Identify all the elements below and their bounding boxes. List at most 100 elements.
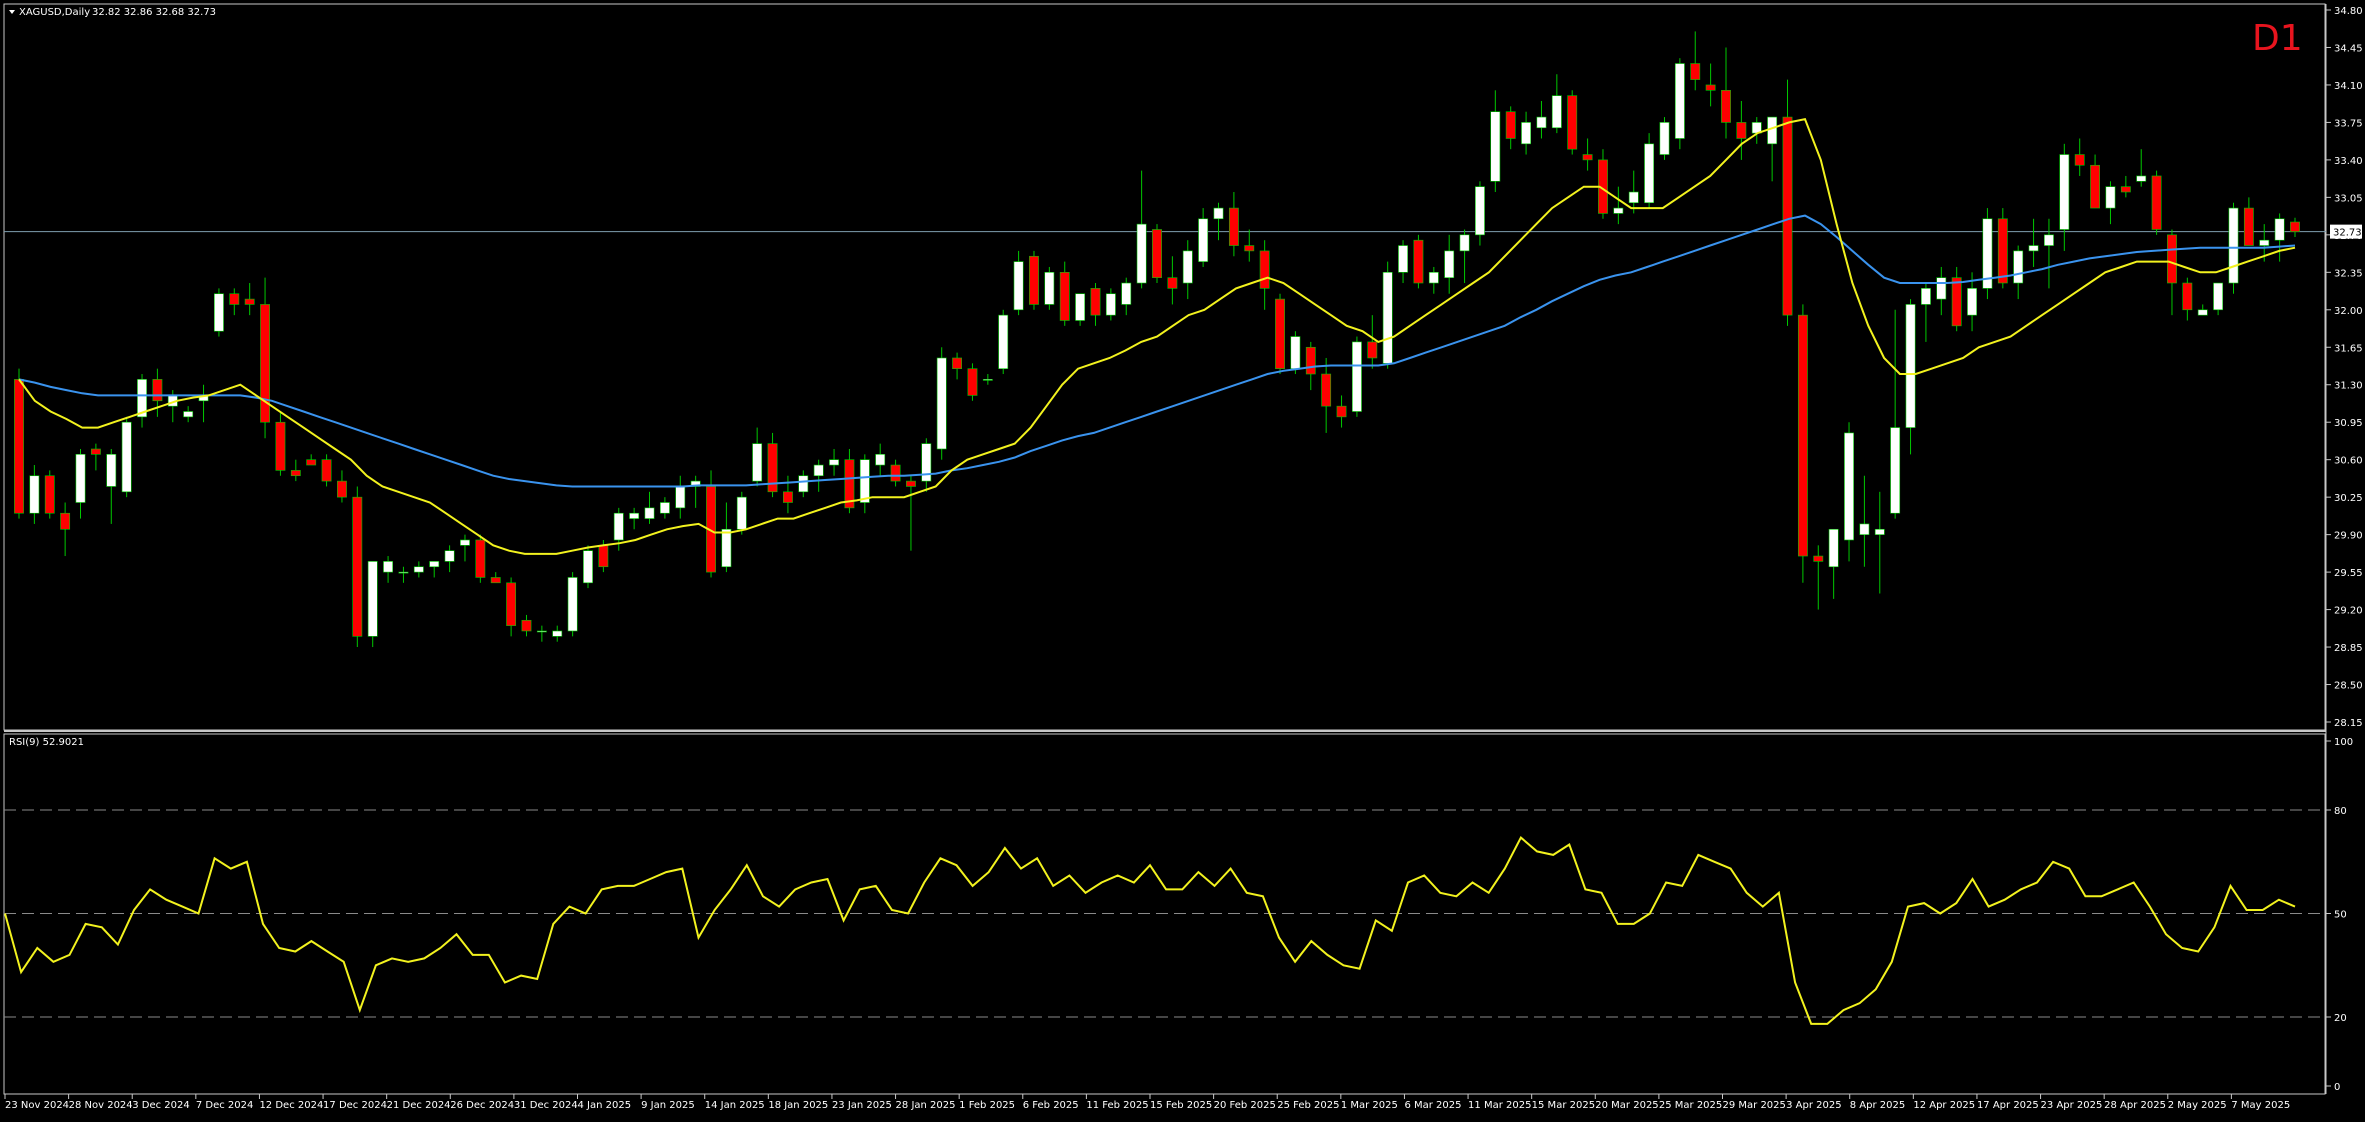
candle-bull — [2136, 175, 2147, 182]
date-tick-label: 23 Apr 2025 — [2041, 1100, 2103, 1111]
date-tick-label: 9 Jan 2025 — [641, 1100, 695, 1111]
date-tick-label: 11 Mar 2025 — [1468, 1100, 1531, 1111]
candle-bull — [1890, 427, 1901, 514]
candle-bull — [1844, 432, 1854, 541]
candle-bear — [90, 448, 101, 455]
candle-bull — [2213, 282, 2224, 311]
date-tick-label: 28 Apr 2025 — [2104, 1100, 2166, 1111]
candle-bull — [137, 379, 147, 418]
candle-bull — [1490, 111, 1501, 182]
candle-bull — [1767, 116, 1778, 145]
date-tick-label: 14 Jan 2025 — [705, 1100, 765, 1111]
candle-bull — [383, 561, 393, 573]
candle-bull — [1674, 63, 1685, 139]
date-tick-label: 15 Mar 2025 — [1532, 1100, 1595, 1111]
candle-bear — [475, 539, 486, 578]
candle-bear — [260, 304, 270, 423]
candle-bull — [398, 571, 409, 574]
candle-bear — [506, 582, 517, 626]
candle-bull — [1936, 277, 1947, 300]
rsi-tick-label: 0 — [2334, 1082, 2340, 1093]
candle-bear — [2182, 282, 2193, 311]
candle-bull — [813, 464, 824, 477]
candle-bear — [1413, 239, 1424, 284]
candle-bull — [367, 561, 378, 637]
candle-bear — [2290, 221, 2300, 232]
candle-bull — [1213, 207, 1224, 220]
candle-bull — [829, 459, 839, 466]
date-tick-label: 28 Nov 2024 — [69, 1100, 133, 1111]
candle-bull — [1982, 218, 1993, 289]
symbol-menu-icon[interactable] — [9, 10, 15, 14]
candle-bear — [767, 443, 778, 493]
candle-bear — [1813, 555, 1824, 562]
candle-bear — [1797, 314, 1808, 557]
date-tick-label: 17 Apr 2025 — [1977, 1100, 2039, 1111]
candle-bull — [1105, 293, 1116, 316]
candle-bull — [1628, 191, 1639, 204]
candle-bear — [1582, 154, 1593, 161]
candle-bull — [675, 486, 686, 509]
date-tick-label: 28 Jan 2025 — [896, 1100, 956, 1111]
date-tick-label: 2 May 2025 — [2168, 1100, 2227, 1111]
candle-bull — [2105, 186, 2116, 209]
price-tick-label: 28.50 — [2334, 681, 2363, 692]
candle-bear — [44, 475, 55, 514]
candle-bull — [1075, 293, 1086, 321]
price-tick-label: 31.30 — [2334, 381, 2363, 392]
candle-bear — [352, 496, 363, 637]
candle-bull — [583, 550, 593, 584]
candle-bear — [152, 379, 163, 402]
date-tick-label: 15 Feb 2025 — [1150, 1100, 1212, 1111]
candle-bull — [1967, 288, 1977, 316]
price-tick-label: 28.15 — [2334, 718, 2363, 729]
price-tick-label: 30.60 — [2334, 456, 2363, 467]
candle-bull — [921, 443, 932, 482]
candle-bull — [1352, 341, 1362, 412]
candle-bull — [1444, 250, 1455, 278]
candle-bear — [275, 421, 286, 471]
candle-bull — [752, 443, 763, 482]
date-tick-label: 11 Feb 2025 — [1086, 1100, 1148, 1111]
date-tick-label: 7 Dec 2024 — [196, 1100, 254, 1111]
candle-bear — [60, 512, 71, 530]
candle-bear — [1951, 277, 1962, 327]
price-tick-label: 29.55 — [2334, 568, 2363, 579]
candle-bear — [2243, 207, 2254, 246]
date-tick-label: 17 Dec 2024 — [323, 1100, 387, 1111]
candle-bull — [460, 539, 470, 546]
date-tick-label: 23 Jan 2025 — [832, 1100, 892, 1111]
candle-bull — [859, 459, 870, 503]
candle-bull — [1013, 261, 1024, 311]
candle-bear — [1321, 373, 1332, 407]
price-tick-label: 30.25 — [2334, 493, 2363, 504]
current-price-label: 32.73 — [2333, 228, 2362, 239]
candle-bear — [1782, 116, 1793, 316]
rsi-axis: 100 80 50 20 0 — [2326, 737, 2353, 1093]
date-tick-label: 25 Mar 2025 — [1659, 1100, 1722, 1111]
price-tick-label: 32.00 — [2334, 306, 2363, 317]
candle-bull — [413, 566, 424, 573]
candle-bear — [306, 459, 317, 466]
candle-bull — [936, 357, 947, 450]
rsi-tick-label: 100 — [2334, 737, 2353, 748]
candle-bull — [567, 577, 578, 632]
candle-bear — [1259, 250, 1270, 289]
date-tick-label: 6 Feb 2025 — [1023, 1100, 1079, 1111]
candles — [14, 31, 2300, 648]
date-tick-label: 1 Mar 2025 — [1341, 1100, 1398, 1111]
candle-bull — [998, 314, 1009, 369]
candle-bear — [229, 293, 240, 305]
candle-bull — [1536, 116, 1547, 129]
candle-bear — [1705, 84, 1716, 91]
candle-bear — [967, 368, 978, 396]
date-tick-label: 7 May 2025 — [2231, 1100, 2290, 1111]
candle-bear — [1244, 245, 1255, 252]
candle-bull — [75, 454, 86, 503]
candle-bull — [552, 630, 563, 637]
date-tick-label: 3 Dec 2024 — [132, 1100, 190, 1111]
candle-bear — [2167, 234, 2177, 284]
